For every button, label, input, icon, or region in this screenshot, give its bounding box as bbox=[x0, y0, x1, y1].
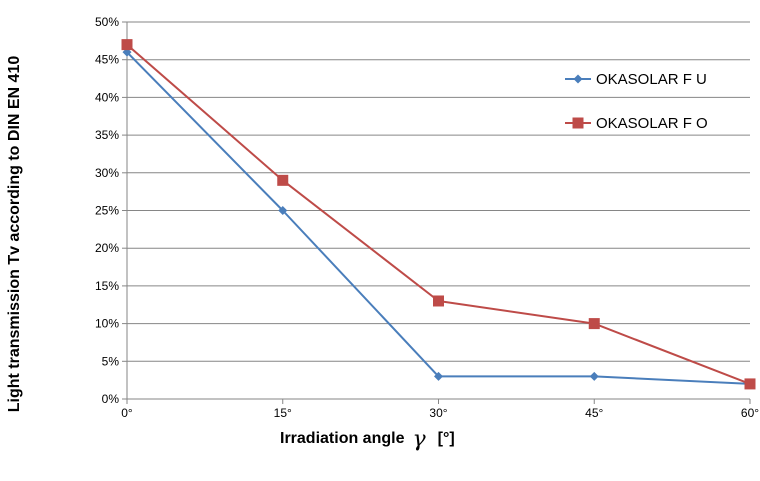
y-tick-label: 20% bbox=[95, 241, 119, 255]
axes bbox=[122, 21, 751, 404]
y-tick-label: 40% bbox=[95, 90, 119, 104]
y-tick-label: 45% bbox=[95, 53, 119, 67]
legend-label: OKASOLAR F O bbox=[596, 115, 708, 132]
data-point bbox=[121, 39, 133, 51]
data-point bbox=[278, 206, 288, 215]
x-tick-label: 45° bbox=[585, 406, 603, 420]
series-1 bbox=[122, 47, 755, 389]
x-tick-label: 15° bbox=[274, 406, 292, 420]
x-tick-label: 60° bbox=[741, 406, 759, 420]
legend-label: OKASOLAR F U bbox=[596, 71, 707, 88]
legend-marker bbox=[573, 74, 583, 84]
series-line bbox=[126, 51, 751, 385]
data-series bbox=[121, 39, 756, 390]
data-point bbox=[744, 378, 756, 390]
x-axis-title-unit: [°] bbox=[438, 430, 455, 447]
data-point bbox=[433, 295, 444, 307]
y-tick-label: 0% bbox=[102, 392, 120, 406]
y-tick-label: 5% bbox=[102, 354, 120, 368]
x-axis-title: Irradiation angle γ [°] bbox=[280, 427, 455, 452]
data-point bbox=[588, 318, 600, 330]
y-tick-label: 10% bbox=[95, 317, 119, 331]
data-point bbox=[277, 174, 289, 186]
x-tick-label: 30° bbox=[429, 406, 447, 420]
y-tick-label: 30% bbox=[95, 166, 119, 180]
legend-item: OKASOLAR F O bbox=[565, 115, 708, 132]
series-line bbox=[126, 43, 751, 385]
y-tick-label: 25% bbox=[95, 204, 119, 218]
legend: OKASOLAR F U OKASOLAR F O bbox=[565, 71, 708, 132]
data-point bbox=[434, 371, 443, 381]
y-tick-label: 50% bbox=[95, 15, 119, 29]
y-axis-title: Light transmission Tv according to DIN E… bbox=[6, 56, 23, 413]
x-tick-label: 0° bbox=[121, 406, 133, 420]
y-tick-label: 15% bbox=[95, 279, 119, 293]
series-2 bbox=[121, 39, 756, 390]
y-tick-labels: 0% 5% 10% 15% 20% 25% 30% 35% 40% 45% 50% bbox=[95, 15, 119, 406]
legend-item: OKASOLAR F U bbox=[565, 71, 707, 88]
legend-marker bbox=[572, 117, 584, 129]
x-tick-labels: 0° 15° 30° 45° 60° bbox=[121, 406, 759, 420]
x-axis-title-main: Irradiation angle bbox=[280, 430, 405, 447]
data-point bbox=[589, 371, 599, 381]
x-axis-title-symbol: γ bbox=[412, 427, 426, 452]
y-tick-label: 35% bbox=[95, 128, 119, 142]
